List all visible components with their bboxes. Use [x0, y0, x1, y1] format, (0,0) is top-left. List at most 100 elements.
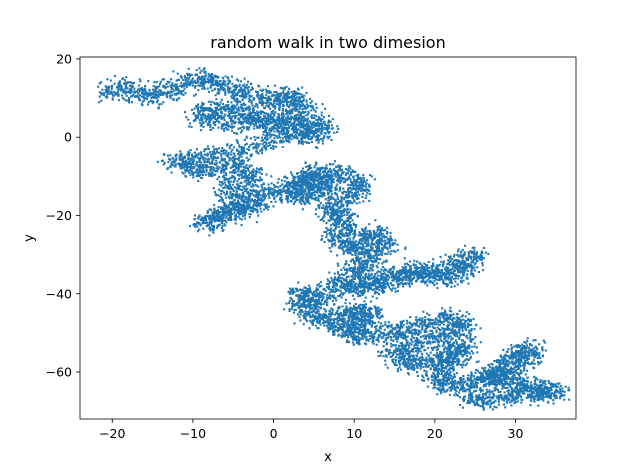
data-point: [117, 87, 120, 90]
data-point: [336, 235, 339, 238]
data-point: [229, 213, 232, 216]
data-point: [354, 191, 357, 194]
data-point: [295, 123, 298, 126]
data-point: [235, 196, 238, 199]
data-point: [263, 112, 266, 115]
data-point: [285, 184, 288, 187]
data-point: [220, 218, 223, 221]
data-point: [249, 144, 252, 147]
data-point: [264, 147, 267, 150]
data-point: [221, 147, 224, 150]
data-point: [242, 170, 245, 173]
data-point: [324, 211, 327, 214]
data-point: [294, 133, 297, 136]
data-point: [349, 191, 352, 194]
data-point: [193, 214, 196, 217]
data-point: [218, 80, 221, 83]
data-point: [330, 181, 333, 184]
data-point: [204, 215, 207, 218]
data-point: [248, 183, 251, 186]
data-point: [231, 187, 234, 190]
data-point: [217, 215, 220, 218]
data-point: [307, 124, 310, 127]
data-point: [202, 170, 205, 173]
data-point: [336, 172, 339, 175]
data-point: [216, 170, 219, 173]
data-point: [333, 131, 336, 134]
data-point: [269, 133, 272, 136]
data-point: [329, 250, 332, 253]
data-point: [266, 90, 269, 93]
data-point: [339, 240, 342, 243]
data-point: [229, 207, 232, 210]
data-point: [327, 132, 330, 135]
data-point: [190, 171, 193, 174]
data-point: [323, 215, 326, 218]
data-point: [279, 196, 282, 199]
data-point: [357, 184, 360, 187]
data-point: [262, 88, 265, 91]
data-point: [244, 189, 247, 192]
data-point: [231, 164, 234, 167]
data-point: [350, 243, 353, 246]
data-point: [212, 187, 215, 190]
data-point: [313, 183, 316, 186]
data-point: [254, 195, 257, 198]
data-point: [182, 78, 185, 81]
data-point: [353, 170, 356, 173]
data-point: [272, 110, 275, 113]
data-point: [299, 134, 302, 137]
data-point: [332, 168, 335, 171]
data-point: [210, 113, 213, 116]
data-point: [284, 132, 287, 135]
data-point: [119, 89, 122, 92]
data-point: [135, 90, 138, 93]
data-point: [202, 75, 205, 78]
data-point: [272, 144, 275, 147]
data-point: [308, 173, 311, 176]
data-point: [320, 122, 323, 125]
data-point: [181, 85, 184, 88]
data-point: [237, 117, 240, 120]
data-point: [237, 127, 240, 130]
data-point: [329, 177, 332, 180]
data-point: [224, 80, 227, 83]
data-point: [318, 174, 321, 177]
data-point: [346, 251, 349, 254]
data-point: [301, 190, 304, 193]
data-point: [326, 209, 329, 212]
data-point: [343, 198, 346, 201]
data-point: [237, 202, 240, 205]
data-point: [214, 79, 217, 82]
data-point: [164, 85, 167, 88]
data-point: [220, 216, 223, 219]
data-point: [335, 221, 338, 224]
data-point: [182, 89, 185, 92]
data-point: [209, 107, 212, 110]
data-point: [233, 172, 236, 175]
data-point: [278, 191, 281, 194]
data-point: [343, 177, 346, 180]
data-point: [352, 222, 355, 225]
data-point: [185, 86, 188, 89]
data-point: [205, 148, 208, 151]
data-point: [342, 252, 345, 255]
data-point: [241, 185, 244, 188]
data-point: [202, 106, 205, 109]
data-point: [253, 127, 256, 130]
data-point: [347, 211, 350, 214]
data-point: [260, 168, 263, 171]
data-point: [337, 178, 340, 181]
data-point: [276, 95, 279, 98]
data-point: [184, 164, 187, 167]
data-point: [309, 131, 312, 134]
data-point: [261, 200, 264, 203]
data-point: [215, 167, 218, 170]
data-point: [293, 178, 296, 181]
data-point: [280, 94, 283, 97]
data-point: [364, 238, 367, 241]
data-point: [245, 136, 248, 139]
data-point: [239, 188, 242, 191]
data-point: [270, 130, 273, 133]
data-point: [236, 205, 239, 208]
